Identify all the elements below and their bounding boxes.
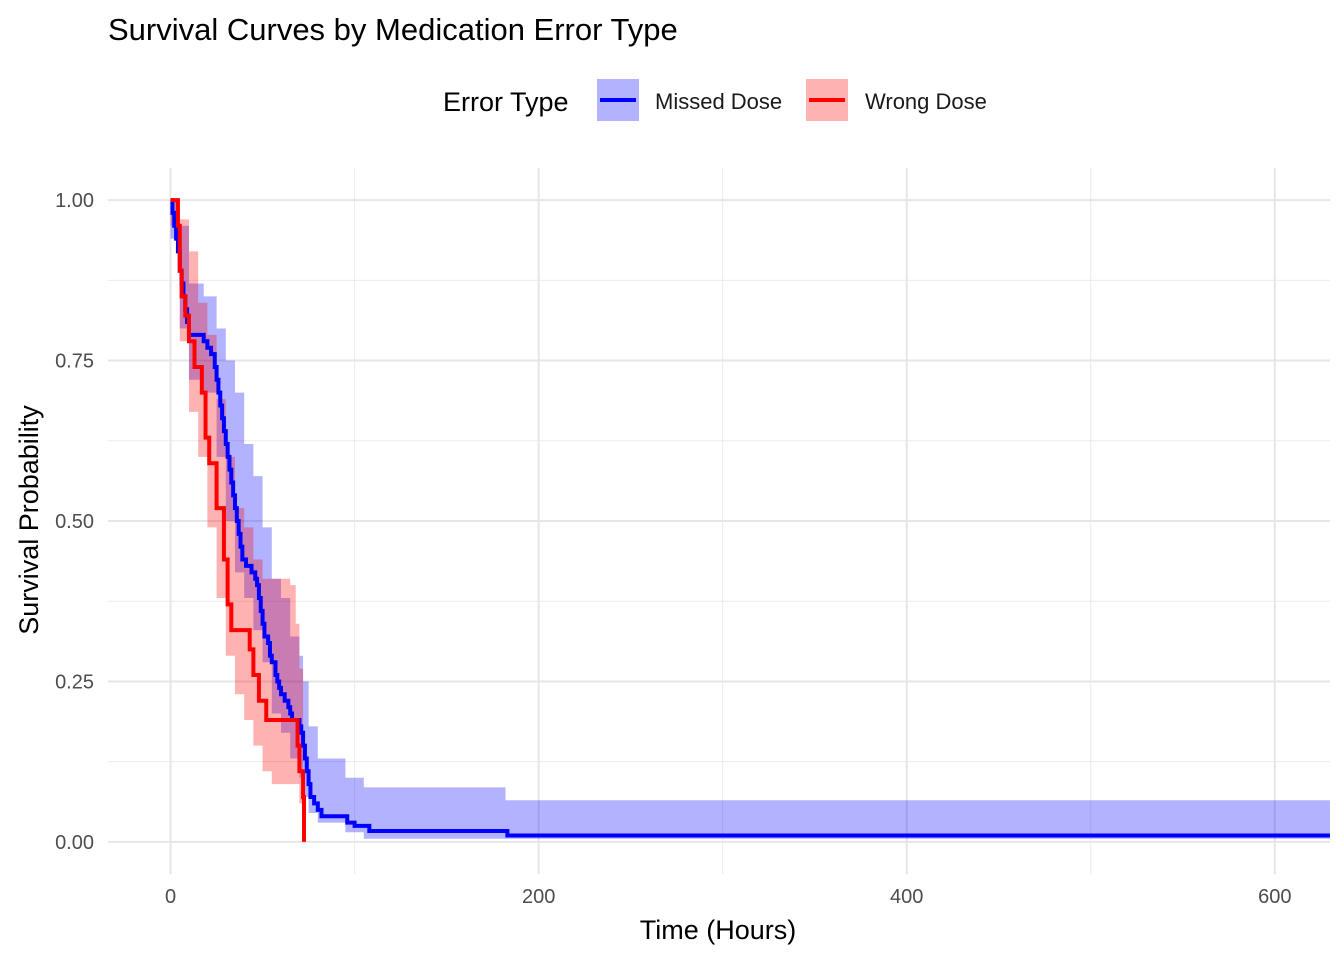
y-tick-label: 0.25 xyxy=(55,671,94,693)
legend-label-wrong-dose: Wrong Dose xyxy=(865,89,987,114)
x-tick-label: 400 xyxy=(890,886,923,908)
survival-line-wrong-dose xyxy=(170,198,306,842)
legend: Error Type Missed Dose Wrong Dose xyxy=(443,79,987,121)
y-tick-label: 0.50 xyxy=(55,511,94,533)
x-tick-label: 600 xyxy=(1258,886,1291,908)
survival-line-missed-dose xyxy=(170,198,1330,838)
legend-label-missed-dose: Missed Dose xyxy=(655,89,782,114)
survival-lines xyxy=(170,198,1330,842)
chart-title: Survival Curves by Medication Error Type xyxy=(108,12,678,47)
legend-title: Error Type xyxy=(443,87,569,117)
y-axis-ticks: 0.00 0.25 0.50 0.75 1.00 xyxy=(55,190,94,854)
grid xyxy=(108,168,1330,874)
x-axis-ticks: 0 200 400 600 xyxy=(165,886,1291,908)
y-tick-label: 0.75 xyxy=(55,351,94,373)
x-tick-label: 0 xyxy=(165,886,176,908)
y-axis-title: Survival Probability xyxy=(14,405,44,635)
x-tick-label: 200 xyxy=(522,886,555,908)
y-tick-label: 0.00 xyxy=(55,832,94,854)
x-axis-title: Time (Hours) xyxy=(640,915,797,945)
y-tick-label: 1.00 xyxy=(55,190,94,212)
